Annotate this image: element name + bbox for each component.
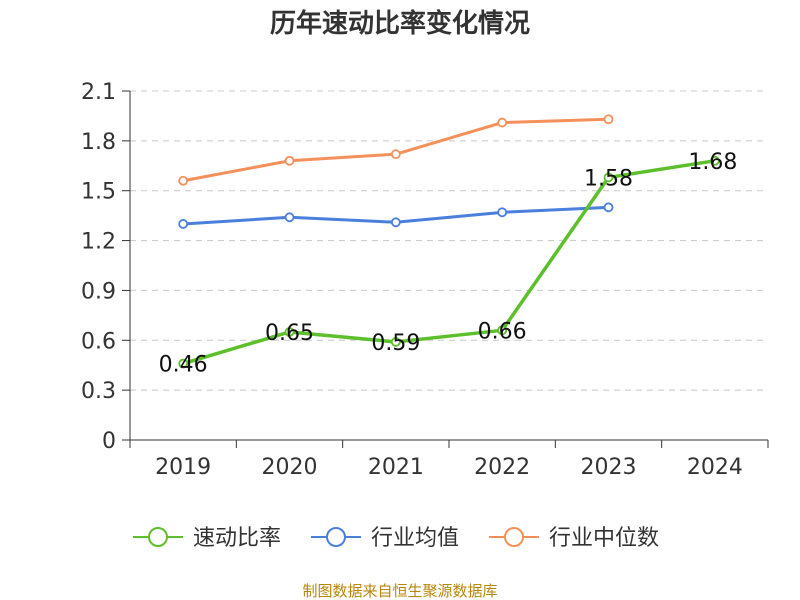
point-1-2020 xyxy=(284,212,295,223)
gridlines xyxy=(130,90,768,391)
point-0-2019 xyxy=(178,358,189,369)
y-tick-label-3: 0.9 xyxy=(81,279,116,304)
legend[interactable]: 速动比率 行业均值 行业中位数 xyxy=(133,526,659,551)
y-tick-label-6: 1.8 xyxy=(81,130,116,155)
data-label-2021: 0.59 xyxy=(371,331,420,356)
point-1-2021 xyxy=(390,217,401,228)
data-labels: 0.46 0.65 0.59 0.66 1.58 1.68 xyxy=(159,150,738,378)
x-tick-label-2020: 2020 xyxy=(262,455,318,480)
legend-marker-1 xyxy=(326,527,346,547)
point-0-2024 xyxy=(709,155,720,166)
x-tick-label-2023: 2023 xyxy=(581,455,637,480)
source-note: 制图数据来自恒生聚源数据库 xyxy=(302,582,497,600)
point-2-2023 xyxy=(603,114,614,125)
point-2-2020 xyxy=(284,155,295,166)
point-0-2021 xyxy=(390,337,401,347)
data-label-2019: 0.46 xyxy=(159,353,208,378)
series-group xyxy=(178,114,720,369)
point-1-2023 xyxy=(603,202,614,213)
y-tick-label-0: 0 xyxy=(102,429,116,454)
point-1-2019 xyxy=(178,219,189,229)
y-tick-label-1: 0.3 xyxy=(81,379,116,404)
x-tick-label-2022: 2022 xyxy=(474,455,530,480)
data-label-2023: 1.58 xyxy=(584,166,633,191)
point-0-2023 xyxy=(603,172,614,183)
data-label-2020: 0.65 xyxy=(265,321,314,346)
y-tick-label-5: 1.5 xyxy=(81,180,116,205)
x-tick-label-2021: 2021 xyxy=(368,455,424,480)
point-2-2021 xyxy=(390,149,401,160)
chart-title: 历年速动比率变化情况 xyxy=(270,8,530,39)
legend-label-2: 行业中位数 xyxy=(549,526,659,551)
data-label-2024: 1.68 xyxy=(688,150,737,175)
legend-marker-0 xyxy=(148,527,168,547)
data-label-2022: 0.66 xyxy=(478,319,527,344)
legend-marker-2 xyxy=(504,527,524,547)
x-tick-label-2019: 2019 xyxy=(155,455,211,480)
legend-label-1: 行业均值 xyxy=(371,526,459,551)
point-0-2022 xyxy=(497,325,508,336)
point-2-2019 xyxy=(178,175,189,186)
point-1-2022 xyxy=(497,207,508,218)
y-tick-label-7: 2.1 xyxy=(81,80,116,105)
legend-item-1[interactable]: 行业均值 xyxy=(311,526,459,551)
axes: 0 0.3 0.6 0.9 1.2 1.5 1.8 2.1 2019 2020 2021 2022 20… xyxy=(81,80,769,480)
point-2-2022 xyxy=(497,117,508,128)
point-0-2020 xyxy=(284,327,295,337)
legend-item-0[interactable]: 速动比率 xyxy=(133,526,281,551)
y-tick-label-2: 0.6 xyxy=(81,329,116,354)
y-tick-label-4: 1.2 xyxy=(81,230,116,255)
legend-label-0: 速动比率 xyxy=(193,526,281,551)
series-line-0 xyxy=(182,159,716,366)
x-tick-label-2024: 2024 xyxy=(687,455,743,480)
legend-item-2[interactable]: 行业中位数 xyxy=(489,526,659,551)
